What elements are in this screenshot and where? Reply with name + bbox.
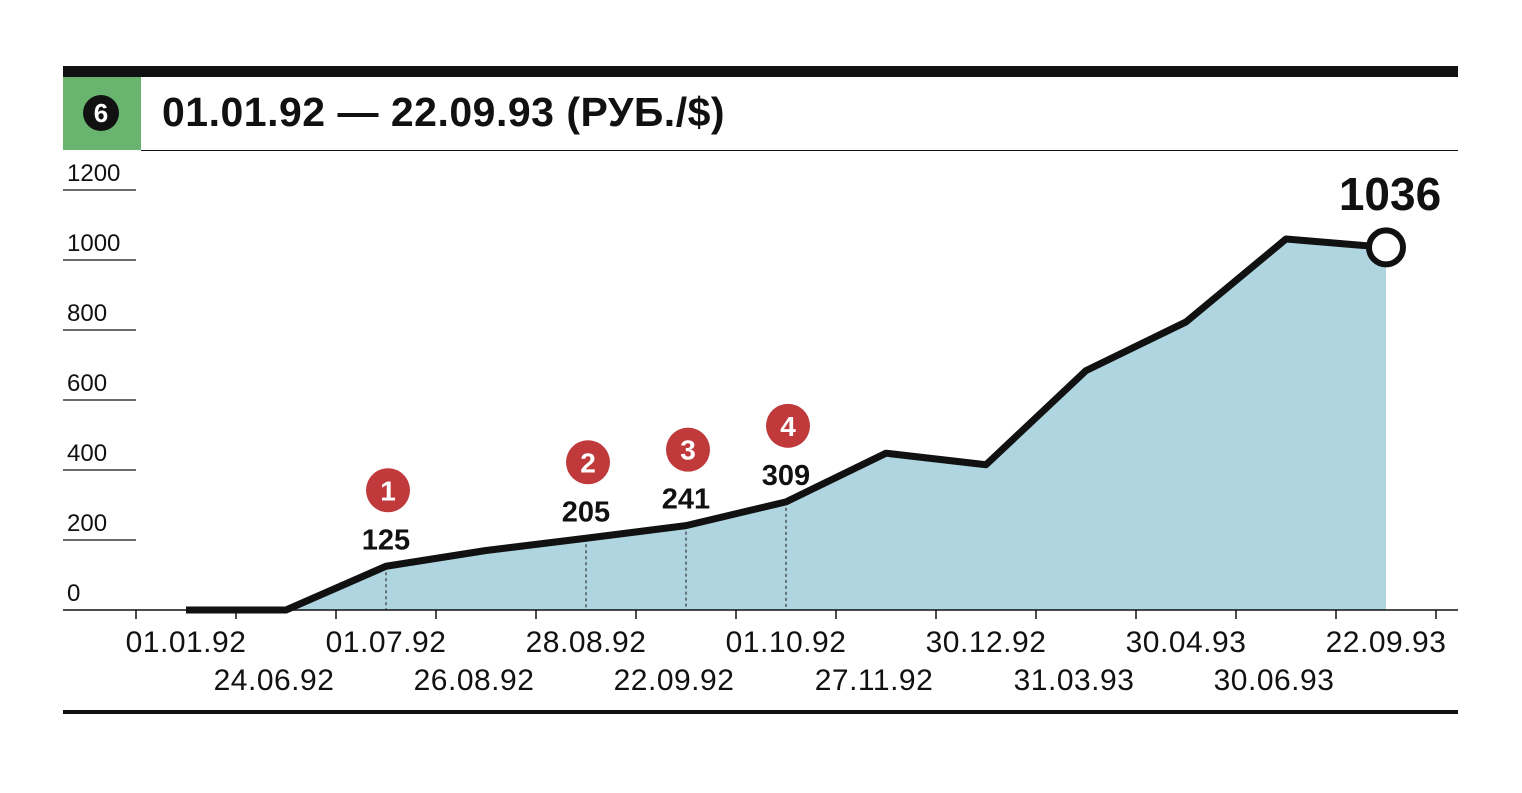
x-tick-label: 22.09.93	[1326, 626, 1447, 659]
area-layer	[186, 239, 1386, 610]
series-line	[186, 235, 1387, 614]
y-tick-label: 800	[67, 300, 107, 327]
y-tick-label: 600	[67, 370, 107, 397]
event-marker-number: 2	[580, 447, 596, 478]
event-marker-number: 4	[780, 411, 796, 442]
drop-lines	[385, 501, 787, 610]
x-tick-label: 01.07.92	[326, 626, 447, 659]
data-label: 241	[662, 484, 710, 516]
x-tick-label: 22.09.92	[614, 664, 735, 697]
event-marker-number: 1	[380, 475, 396, 506]
y-tick-label: 200	[67, 510, 107, 537]
y-tick-label: 0	[67, 580, 80, 607]
header-top-rule	[63, 66, 1458, 77]
x-tick-label: 30.04.93	[1126, 626, 1247, 659]
x-tick-label: 28.08.92	[526, 626, 647, 659]
title-underline	[141, 150, 1458, 151]
event-marker	[666, 427, 710, 472]
event-marker	[566, 440, 610, 485]
data-label: 125	[362, 524, 410, 556]
x-tick-label: 27.11.92	[815, 664, 934, 697]
event-marker-number: 3	[680, 435, 696, 466]
event-marker	[766, 403, 810, 448]
x-tick-label: 30.06.93	[1214, 664, 1335, 697]
x-tick-label: 24.06.92	[214, 664, 335, 697]
data-labels: 1036 125 1 205 2 241 3 309 4	[362, 168, 1441, 556]
x-tick-label: 31.03.93	[1014, 664, 1135, 697]
footer-rule	[63, 710, 1458, 714]
end-point-marker	[1366, 227, 1406, 268]
chart-title: 01.01.92 — 22.09.93 (РУБ./$)	[162, 89, 726, 135]
line-layer	[186, 227, 1406, 614]
y-tick-label: 1200	[67, 160, 120, 187]
data-label: 309	[762, 460, 810, 492]
data-label: 205	[562, 496, 610, 528]
x-tick-label: 01.01.92	[126, 626, 247, 659]
chart-number-badge: 6	[83, 95, 119, 131]
x-tick-label: 30.12.92	[926, 626, 1047, 659]
x-axis: 01.01.92 01.07.92 28.08.92 01.10.92 30.12.92…	[63, 609, 1458, 697]
y-axis: 0 200 400 600 800 1000 1200	[63, 160, 136, 607]
event-marker	[366, 468, 410, 513]
area-fill	[186, 239, 1386, 610]
y-tick-label: 1000	[67, 230, 120, 257]
y-tick-label: 400	[67, 440, 107, 467]
end-value-label: 1036	[1339, 168, 1441, 220]
x-tick-label: 26.08.92	[414, 664, 535, 697]
x-tick-label: 01.10.92	[726, 626, 847, 659]
